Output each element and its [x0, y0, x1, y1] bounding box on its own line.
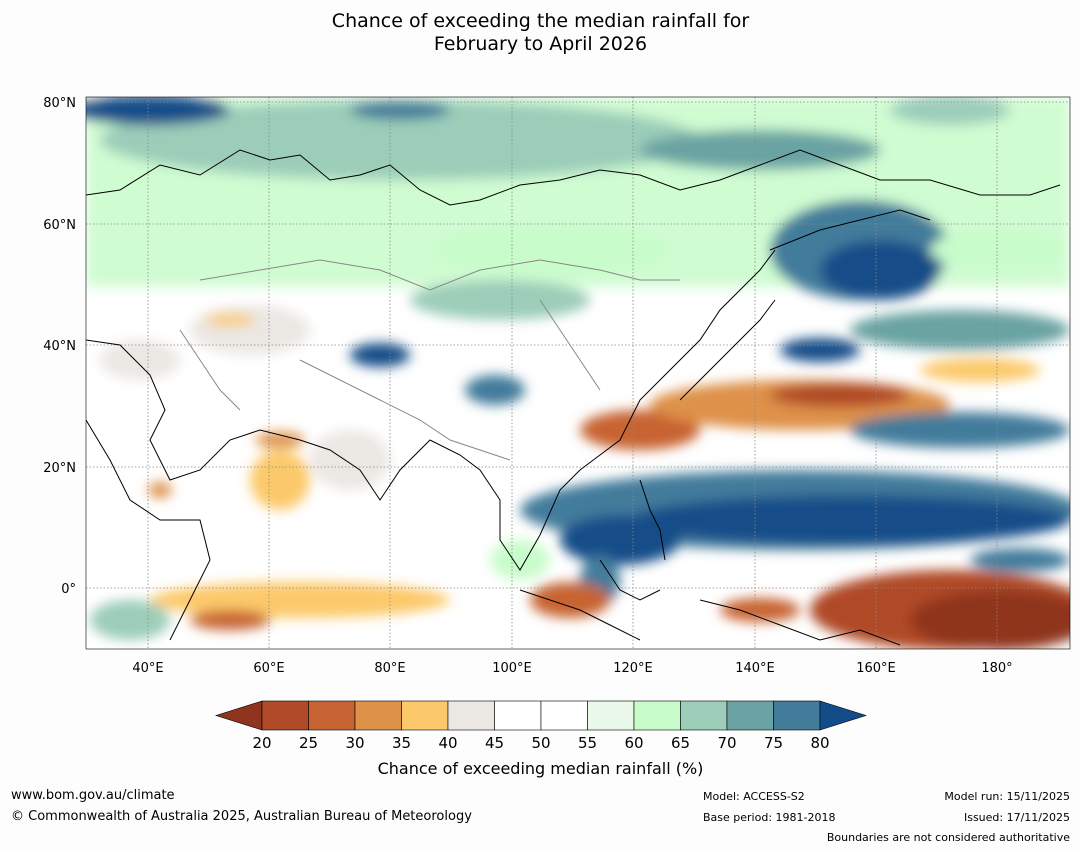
colorbar-tick-label: 75: [764, 734, 783, 752]
lat-label-0: 0°: [61, 582, 76, 597]
colorbar-tick-label: 40: [438, 734, 457, 752]
colorbar-tick-label: 70: [717, 734, 736, 752]
lon-label-100e: 100°E: [492, 661, 532, 676]
footer-disclaimer: Boundaries are not considered authoritat…: [826, 831, 1070, 844]
map-axis-labels: 80°N 60°N 40°N 20°N 0° 40°E 60°E 80°E 10…: [43, 96, 1012, 676]
colorbar-tick-label: 25: [299, 734, 318, 752]
lon-label-60e: 60°E: [253, 661, 284, 676]
colorbar-title: Chance of exceeding median rainfall (%): [377, 759, 704, 778]
footer-base-period: Base period: 1981-2018: [703, 811, 836, 824]
colorbar: 20 25 30 35 40 45 50 55 60 65 70 75 80: [215, 700, 867, 752]
colorbar-tick-label: 45: [485, 734, 504, 752]
map-area: [86, 97, 1070, 649]
lat-label-60n: 60°N: [43, 218, 76, 233]
map-frame: [85, 96, 1071, 650]
colorbar-segment: [587, 700, 635, 731]
lat-label-20n: 20°N: [43, 461, 76, 476]
colorbar-tick-label: 60: [624, 734, 643, 752]
lon-label-160e: 160°E: [856, 661, 896, 676]
colorbar-segment: [401, 700, 449, 731]
colorbar-tick-label: 35: [392, 734, 411, 752]
colorbar-segment: [261, 700, 309, 731]
footer-copyright: © Commonwealth of Australia 2025, Austra…: [11, 809, 472, 824]
colorbar-segment: [540, 700, 588, 731]
lon-label-40e: 40°E: [132, 661, 163, 676]
colorbar-segment: [773, 700, 821, 731]
footer-issued: Issued: 17/11/2025: [963, 811, 1070, 824]
map-gridlines: [86, 97, 1070, 649]
colorbar-segment: [354, 700, 402, 731]
title-line-1: Chance of exceeding the median rainfall …: [331, 10, 750, 32]
colorbar-tick-label: 55: [578, 734, 597, 752]
title-line-2: February to April 2026: [433, 33, 648, 55]
footer-model: Model: ACCESS-S2: [703, 790, 805, 803]
colorbar-tick-label: 30: [345, 734, 364, 752]
lon-label-120e: 120°E: [613, 661, 653, 676]
colorbar-segment: [680, 700, 728, 731]
colorbar-extend-high: [819, 700, 867, 731]
coastlines: [86, 149, 1061, 646]
colorbar-tick-label: 20: [252, 734, 271, 752]
lat-label-80n: 80°N: [43, 96, 76, 111]
colorbar-tick-label: 50: [531, 734, 550, 752]
colorbar-extend-low: [215, 700, 263, 731]
colorbar-tick-label: 65: [671, 734, 690, 752]
colorbar-segment: [726, 700, 774, 731]
colorbar-tick-label: 80: [810, 734, 829, 752]
colorbar-segment: [494, 700, 542, 731]
colorbar-segment: [308, 700, 356, 731]
lon-label-140e: 140°E: [735, 661, 775, 676]
country-borders: [179, 259, 680, 461]
chart-title: Chance of exceeding the median rainfall …: [0, 10, 1081, 56]
footer-model-run: Model run: 15/11/2025: [944, 790, 1070, 803]
anomaly-fields: [86, 97, 1070, 649]
footer-url[interactable]: www.bom.gov.au/climate: [11, 788, 175, 803]
colorbar-segment: [447, 700, 495, 731]
lon-label-180: 180°: [981, 661, 1012, 676]
lat-label-40n: 40°N: [43, 339, 76, 354]
lon-label-80e: 80°E: [374, 661, 405, 676]
colorbar-segment: [633, 700, 681, 731]
